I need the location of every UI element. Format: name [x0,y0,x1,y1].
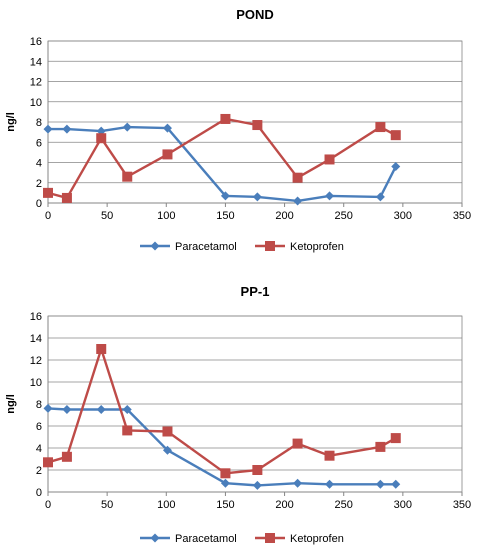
data-point-ketoprofen [252,465,263,475]
y-tick-label: 0 [36,487,42,499]
x-tick-label: 100 [157,210,175,222]
x-tick-label: 200 [275,499,293,511]
data-point-paracetamol [43,403,53,413]
legend-label: Paracetamol [175,241,237,253]
x-tick-label: 350 [453,210,471,222]
x-tick-label: 250 [335,499,353,511]
data-point-paracetamol [62,124,72,134]
data-point-paracetamol [62,405,72,414]
data-point-paracetamol [96,405,106,414]
data-point-paracetamol [220,191,230,201]
x-tick-label: 50 [101,499,113,511]
legend-marker [265,241,275,251]
data-point-paracetamol [252,480,262,490]
data-point-ketoprofen [162,149,173,160]
legend-marker [150,241,160,251]
legend-label: Ketoprofen [290,241,344,253]
legend-entry-paracetamol: Paracetamol [140,241,237,253]
data-point-paracetamol [375,479,385,489]
y-tick-label: 16 [30,311,42,323]
data-point-paracetamol [122,405,132,414]
y-tick-label: 14 [30,333,42,345]
data-point-ketoprofen [122,425,133,436]
legend-entry-ketoprofen: Ketoprofen [255,533,344,545]
data-point-ketoprofen [375,441,386,452]
data-point-ketoprofen [375,122,386,133]
y-tick-label: 12 [30,355,42,367]
x-tick-label: 200 [275,210,293,222]
data-point-ketoprofen [390,130,401,141]
legend-entry-ketoprofen: Ketoprofen [255,241,344,253]
y-tick-label: 4 [36,443,42,455]
y-axis-label: ng/l [5,112,17,132]
x-tick-label: 50 [101,210,113,222]
chart-title: POND [236,7,274,22]
data-point-ketoprofen [324,154,335,165]
x-tick-label: 150 [216,210,234,222]
x-tick-label: 300 [394,210,412,222]
data-point-ketoprofen [292,172,303,183]
data-point-paracetamol [391,479,401,489]
legend-entry-paracetamol: Paracetamol [140,533,237,545]
x-tick-label: 100 [157,499,175,511]
data-point-paracetamol [220,478,230,488]
y-tick-label: 4 [36,158,42,170]
y-tick-label: 8 [36,117,42,129]
data-point-ketoprofen [43,187,53,198]
data-point-ketoprofen [61,451,72,462]
data-point-paracetamol [325,191,335,201]
data-point-ketoprofen [252,120,263,131]
data-point-ketoprofen [96,344,107,354]
data-point-ketoprofen [220,468,231,479]
data-point-paracetamol [162,445,172,455]
y-tick-label: 10 [30,377,42,389]
y-axis-label: ng/l [5,394,17,414]
chart-panel-0: POND 0 2 4 6 8 10 12 14 16 0 50 100 150 200 250 300 350 ng… [5,7,471,253]
legend-label: Paracetamol [175,533,237,545]
data-point-paracetamol [162,123,172,133]
y-tick-label: 2 [36,465,42,477]
data-point-ketoprofen [96,133,107,144]
data-point-paracetamol [293,478,303,488]
data-point-ketoprofen [122,171,133,182]
data-point-paracetamol [325,479,335,489]
y-tick-label: 0 [36,198,42,210]
x-tick-label: 300 [394,499,412,511]
x-tick-label: 0 [45,499,51,511]
y-tick-label: 8 [36,399,42,411]
data-point-paracetamol [43,124,53,134]
data-point-paracetamol [252,192,262,202]
data-point-paracetamol [122,122,132,132]
data-point-paracetamol [293,196,303,206]
x-tick-label: 150 [216,499,234,511]
legend-marker [265,533,275,543]
x-tick-label: 0 [45,210,51,222]
data-point-ketoprofen [61,192,72,203]
chart-panel-1: PP-1 0 2 4 6 8 10 12 14 16 0 50 100 150 200 250 300 350 ng… [5,284,471,545]
data-point-paracetamol [375,192,385,202]
data-point-ketoprofen [162,426,173,437]
y-tick-label: 12 [30,77,42,89]
y-tick-label: 2 [36,178,42,190]
y-tick-label: 14 [30,56,42,68]
data-point-ketoprofen [324,450,335,461]
data-point-ketoprofen [220,113,231,124]
legend-label: Ketoprofen [290,533,344,545]
x-tick-label: 250 [335,210,353,222]
chart-title: PP-1 [241,284,270,299]
legend-marker [150,533,160,543]
data-point-ketoprofen [390,433,401,444]
x-tick-label: 350 [453,499,471,511]
data-point-ketoprofen [292,438,303,449]
data-point-ketoprofen [43,457,53,468]
data-point-paracetamol [391,162,401,172]
y-tick-label: 16 [30,36,42,48]
y-tick-label: 10 [30,97,42,109]
y-tick-label: 6 [36,137,42,149]
y-tick-label: 6 [36,421,42,433]
